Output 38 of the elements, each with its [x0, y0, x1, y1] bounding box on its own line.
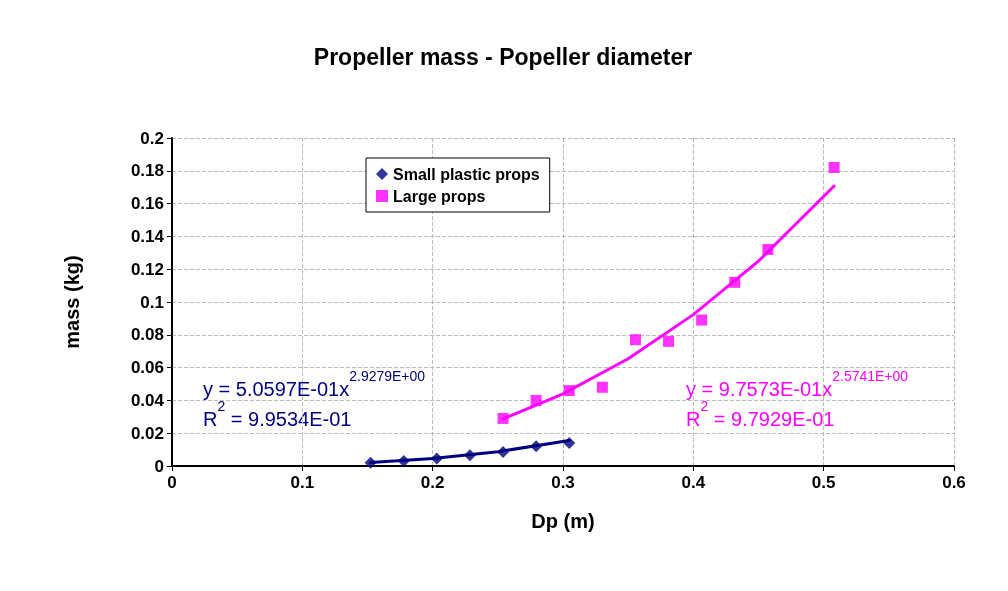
point	[364, 456, 377, 469]
y-tick-label: 0.06	[130, 358, 164, 378]
x-axis-title: Dp (m)	[531, 510, 595, 532]
y-tick-label: 0.16	[130, 194, 164, 214]
y-tick-label: 0.12	[130, 259, 164, 279]
y-tick-label: 0.1	[140, 292, 164, 312]
y-tick-label: 0.02	[130, 423, 164, 443]
legend-label: Small plastic props	[393, 165, 540, 183]
point	[563, 385, 575, 397]
x-tick-label: 0.6	[942, 473, 966, 492]
chart-title: Propeller mass - Popeller diameter	[313, 43, 693, 70]
point	[828, 162, 840, 174]
point	[430, 452, 443, 465]
point	[629, 334, 641, 346]
y-tick-label: 0.04	[130, 390, 165, 410]
point	[530, 440, 543, 453]
x-tick-label: 0.5	[811, 473, 836, 492]
x-tick-label: 0.1	[290, 473, 315, 492]
point	[696, 314, 708, 326]
y-tick-label: 0.14	[130, 226, 165, 246]
point	[530, 394, 542, 406]
point	[596, 381, 608, 393]
x-tick-label: 0.3	[551, 473, 575, 492]
y-tick-label: 0.2	[140, 128, 164, 148]
y-axis-title: mass (kg)	[61, 255, 83, 349]
y-tick-label: 0.18	[130, 161, 164, 181]
point	[563, 437, 576, 450]
point	[497, 412, 509, 424]
x-tick-label: 0	[167, 473, 177, 492]
point	[729, 276, 741, 288]
point	[497, 446, 510, 459]
y-tick-label: 0	[154, 456, 164, 476]
x-tick-label: 0.4	[681, 473, 706, 492]
legend-label: Large props	[393, 187, 486, 205]
point	[663, 335, 675, 347]
point	[762, 244, 774, 256]
x-tick-label: 0.2	[420, 473, 445, 492]
y-tick-label: 0.08	[130, 325, 164, 345]
